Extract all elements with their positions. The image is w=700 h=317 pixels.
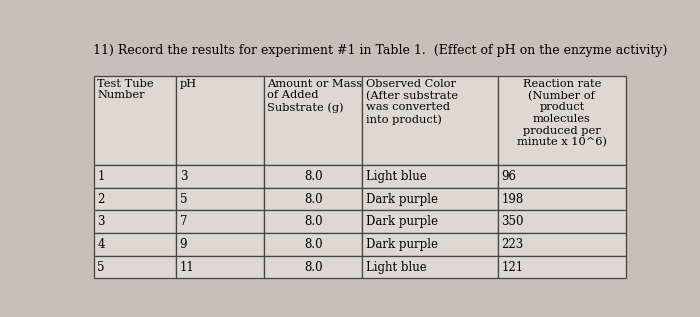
Text: 198: 198 [501, 192, 524, 205]
Bar [363, 165, 498, 188]
Text: Reaction rate
(Number of
product
molecules
produced per
minute x 10^6): Reaction rate (Number of product molecul… [517, 79, 607, 147]
Bar [264, 256, 363, 278]
Bar [176, 76, 264, 165]
Text: Observed Color
(After substrate
was converted
into product): Observed Color (After substrate was conv… [365, 79, 458, 125]
Bar [264, 210, 363, 233]
Bar [176, 233, 264, 256]
Bar [94, 165, 176, 188]
Text: Amount or Mass
of Added
Substrate (g): Amount or Mass of Added Substrate (g) [267, 79, 363, 113]
Bar [264, 76, 363, 165]
Bar [498, 188, 626, 210]
Bar [363, 188, 498, 210]
Text: Dark purple: Dark purple [365, 238, 438, 251]
Bar [176, 165, 264, 188]
Text: 8.0: 8.0 [304, 261, 323, 274]
Bar [264, 165, 363, 188]
Bar [176, 188, 264, 210]
Text: Test Tube
Number: Test Tube Number [97, 79, 154, 100]
Text: pH: pH [180, 79, 197, 89]
Bar [498, 233, 626, 256]
Bar [363, 233, 498, 256]
Bar [264, 233, 363, 256]
Text: Light blue: Light blue [365, 170, 426, 183]
Text: 11: 11 [180, 261, 195, 274]
Bar [363, 210, 498, 233]
Text: 8.0: 8.0 [304, 192, 323, 205]
Text: 7: 7 [180, 215, 187, 228]
Text: 8.0: 8.0 [304, 170, 323, 183]
Text: 3: 3 [180, 170, 187, 183]
Text: 350: 350 [501, 215, 524, 228]
Text: 121: 121 [501, 261, 524, 274]
Bar [498, 210, 626, 233]
Bar [498, 256, 626, 278]
Bar [94, 256, 176, 278]
Bar [94, 188, 176, 210]
Bar [94, 76, 176, 165]
Text: Dark purple: Dark purple [365, 215, 438, 228]
Text: 1: 1 [97, 170, 104, 183]
Bar [498, 165, 626, 188]
Bar [176, 256, 264, 278]
Text: 4: 4 [97, 238, 105, 251]
Bar [94, 210, 176, 233]
Text: 8.0: 8.0 [304, 215, 323, 228]
Text: 11) Record the results for experiment #1 in Table 1.  (Effect of pH on the enzym: 11) Record the results for experiment #1… [93, 44, 667, 57]
Text: 5: 5 [180, 192, 187, 205]
Text: Light blue: Light blue [365, 261, 426, 274]
Text: 8.0: 8.0 [304, 238, 323, 251]
Bar [264, 188, 363, 210]
Text: Dark purple: Dark purple [365, 192, 438, 205]
Text: 223: 223 [501, 238, 524, 251]
Text: 3: 3 [97, 215, 105, 228]
Bar [363, 76, 498, 165]
Bar [498, 76, 626, 165]
Text: 5: 5 [97, 261, 105, 274]
Bar [363, 256, 498, 278]
Text: 9: 9 [180, 238, 187, 251]
Text: 96: 96 [501, 170, 517, 183]
Text: 2: 2 [97, 192, 104, 205]
Bar [94, 233, 176, 256]
Bar [176, 210, 264, 233]
